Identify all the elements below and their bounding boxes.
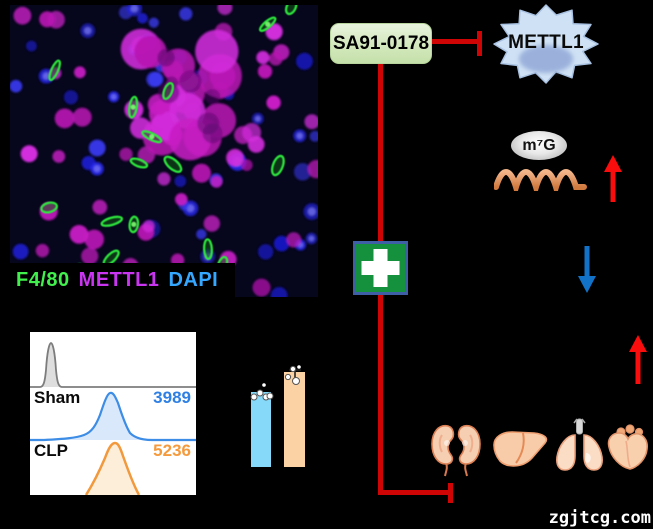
inhibition-tbar-enzyme bbox=[477, 31, 482, 56]
stain-label-mettl1: METTL1 bbox=[78, 268, 160, 291]
flow-row-value-clp: 5236 bbox=[153, 441, 191, 460]
flow-row-value-sham: 3989 bbox=[153, 388, 191, 407]
inhibition-line-bottom bbox=[378, 490, 453, 495]
heart-icon bbox=[607, 424, 648, 470]
bar-scatter-dots bbox=[250, 365, 301, 401]
m7g-label: m⁷G bbox=[522, 136, 556, 154]
flow-row-label-sham: Sham bbox=[34, 388, 81, 407]
first-aid-cross-icon bbox=[353, 241, 408, 295]
stain-legend: F4/80 METTL1 DAPI bbox=[10, 263, 236, 297]
down-arrow-icon bbox=[578, 246, 596, 293]
watermark: zgjtcg.com bbox=[548, 508, 651, 528]
liver-icon bbox=[493, 431, 548, 467]
organs-row bbox=[431, 418, 648, 477]
bar-clp bbox=[284, 372, 305, 467]
immunofluorescence-image: F4/80 METTL1 DAPI bbox=[9, 0, 326, 304]
bar-sham bbox=[251, 392, 271, 467]
kidneys-icon bbox=[431, 424, 481, 477]
flow-histograms bbox=[30, 342, 196, 496]
inhibition-line-to-enzyme bbox=[430, 39, 477, 44]
up-arrow-icon bbox=[629, 335, 647, 384]
stain-label-f480: F4/80 bbox=[16, 268, 70, 291]
m7g-modification-badge: m⁷G bbox=[511, 131, 567, 160]
stain-label-dapi: DAPI bbox=[168, 268, 219, 291]
flow-row-label-clp: CLP bbox=[34, 441, 68, 460]
lungs-icon bbox=[556, 418, 603, 471]
inhibition-tbar-organs bbox=[448, 483, 453, 503]
enzyme-label: METTL1 bbox=[508, 32, 584, 53]
inhibitor-compound-box: SA91-0178 bbox=[330, 23, 432, 64]
rna-strand-icon bbox=[494, 169, 587, 191]
enzyme-blob-icon bbox=[493, 4, 599, 84]
up-arrow-icon bbox=[604, 155, 622, 202]
inhibitor-label: SA91-0178 bbox=[332, 32, 430, 54]
fluorescence-cells-art bbox=[9, 0, 326, 304]
flow-cytometry-panel: Sham 3989 CLP 5236 bbox=[30, 332, 196, 496]
mettl1-enzyme: METTL1 bbox=[492, 2, 600, 86]
